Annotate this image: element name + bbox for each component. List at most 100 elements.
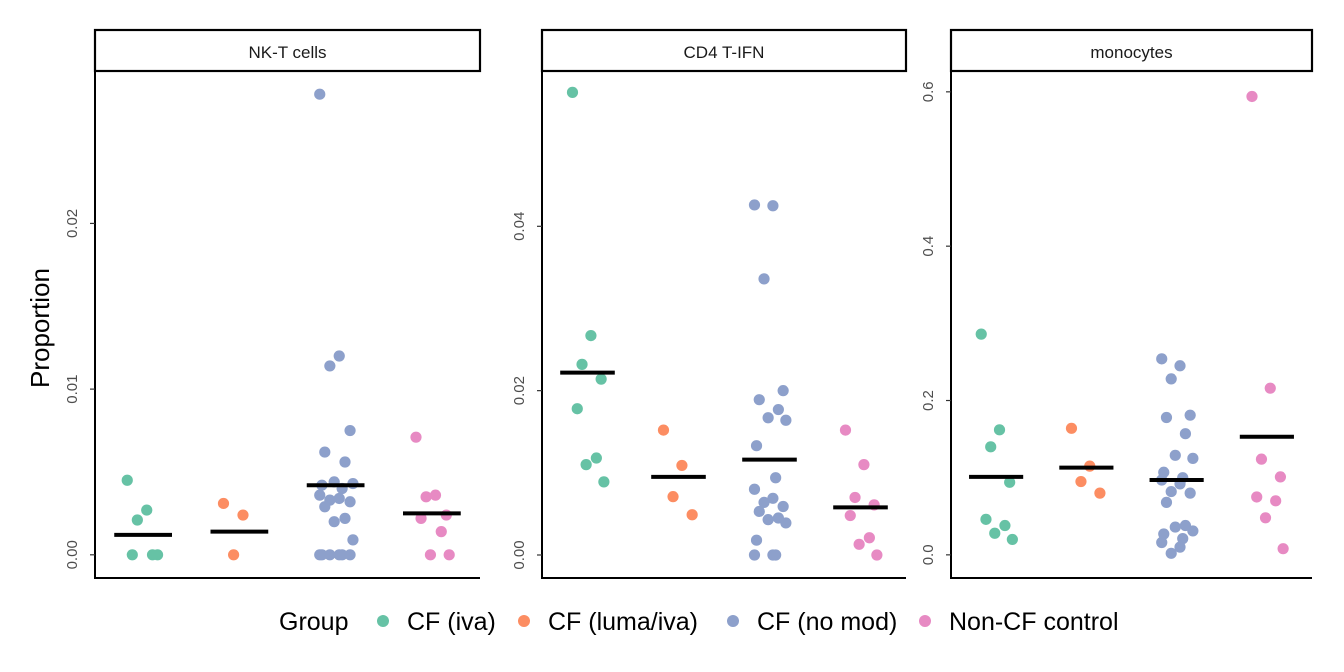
data-point [1255,453,1268,465]
data-point [1187,525,1199,537]
data-point [333,492,345,505]
legend-label: Non-CF control [949,608,1119,636]
data-point [780,517,792,529]
data-point [1160,411,1173,424]
data-point [590,452,602,464]
data-point [415,512,427,524]
data-point [770,472,782,484]
facet-title: CD4 T-IFN [684,43,765,62]
data-point [410,431,422,443]
data-point [319,446,331,458]
legend-item: Non-CF control [919,608,1119,636]
y-tick-label: 0.4 [920,236,937,257]
legend-key [727,615,739,627]
y-tick-label: 0.02 [511,376,528,405]
data-point [595,373,607,385]
legend-item: CF (no mod) [727,608,897,636]
data-point [131,514,143,526]
data-point [989,527,1001,539]
data-point [762,514,774,526]
data-point [339,512,351,524]
data-point [141,504,153,516]
data-point [777,500,789,513]
legend-title: Group [279,608,348,636]
data-point [228,549,240,561]
data-point [975,328,987,340]
data-point [1174,360,1186,372]
data-point [767,549,779,561]
data-point [1156,536,1168,549]
facet-strip [540,28,908,73]
data-point [780,414,792,426]
data-point [420,491,432,503]
data-point [347,534,359,546]
data-point [750,440,763,452]
legend-label: CF (luma/iva) [548,608,698,636]
data-point [753,394,765,406]
data-point [1174,541,1186,553]
data-point [1259,512,1272,524]
data-point [1169,449,1181,461]
legend-key [518,615,530,627]
legend: Group CF (iva) CF (luma/iva) CF (no mod) No… [279,608,1119,636]
legend-item: CF (iva) [377,608,496,636]
data-point [1006,533,1018,546]
legend-label: CF (iva) [407,608,496,636]
data-point [344,496,356,508]
data-point [217,497,230,510]
data-point [1158,528,1170,540]
data-point [871,549,883,561]
data-point [126,549,138,561]
data-point [676,459,688,472]
data-point [657,424,670,436]
data-point [1165,547,1177,559]
data-point [844,509,856,522]
data-point [1187,452,1199,464]
data-point [999,519,1011,532]
data-point [758,273,770,285]
y-tick-label: 0.6 [920,81,937,102]
y-tick-label: 0.00 [64,540,81,569]
data-point [585,329,597,342]
data-point [762,412,774,424]
data-point [985,441,997,453]
y-tick-label: 0.01 [64,375,81,404]
facet-panel: monocytes 0.0 0.2 0.4 0.6 [920,28,1314,579]
data-point [748,199,761,211]
data-point [324,360,336,372]
data-point [580,459,592,471]
data-point [1179,428,1192,440]
data-point [1075,475,1087,488]
facet-title: monocytes [1090,43,1172,62]
data-point [748,549,761,561]
data-point [767,492,779,504]
data-point [237,509,249,521]
y-tick-label: 0.04 [511,212,528,241]
data-point [1251,491,1263,503]
data-point [1156,353,1168,365]
data-point [566,86,579,98]
data-point [1277,543,1289,555]
data-point [980,513,992,525]
data-point [333,350,345,362]
facet-title: NK-T cells [248,43,326,62]
data-point [753,505,765,518]
data-point [571,403,583,415]
data-point [324,549,336,561]
data-point [333,549,345,561]
data-point [858,459,870,471]
data-point [435,526,447,538]
data-point [314,549,326,561]
data-point [1065,422,1078,434]
data-point [1160,496,1173,508]
data-point [1274,471,1287,483]
data-point [339,456,351,468]
data-point [853,538,865,550]
data-point [1004,476,1016,488]
data-point [1094,487,1106,499]
legend-label: CF (no mod) [757,608,897,636]
data-point [1165,373,1177,385]
data-point [839,424,852,436]
data-point [1169,521,1181,533]
